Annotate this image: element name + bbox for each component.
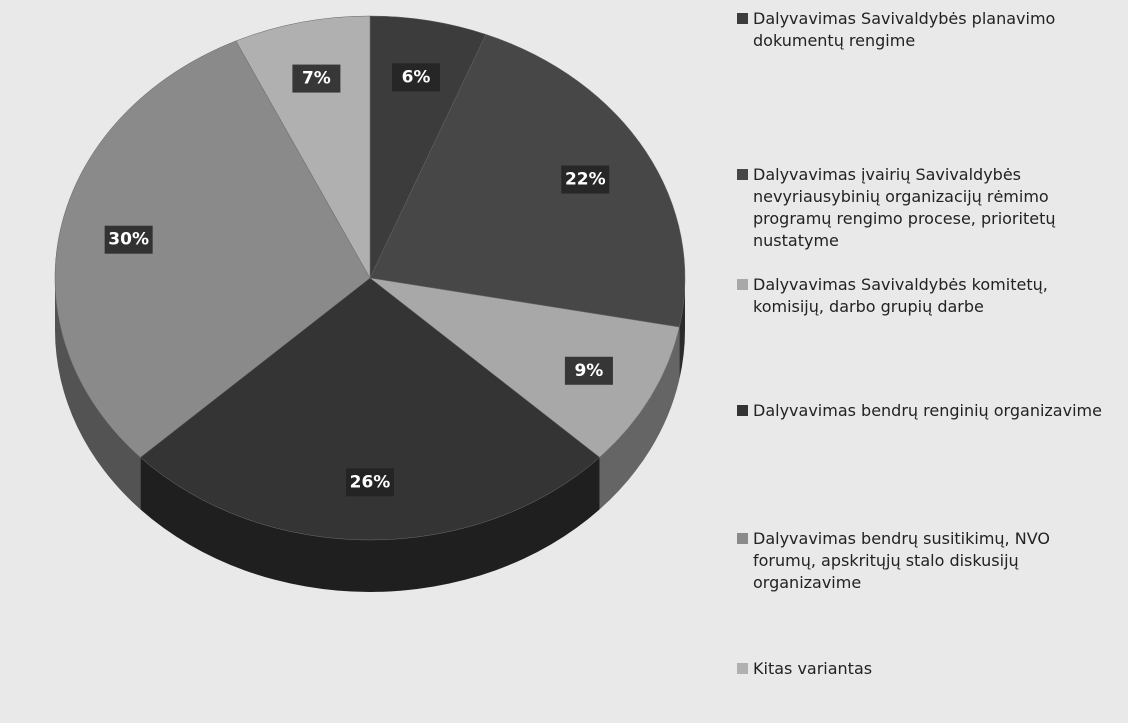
legend-label: Dalyvavimas įvairių Savivaldybės nevyria… bbox=[753, 165, 1056, 250]
legend-item: Dalyvavimas įvairių Savivaldybės nevyria… bbox=[735, 164, 1113, 252]
legend-label: Dalyvavimas Savivaldybės planavimo dokum… bbox=[753, 9, 1056, 50]
legend-item: Dalyvavimas Savivaldybės planavimo dokum… bbox=[735, 8, 1113, 52]
data-label: 7% bbox=[302, 69, 331, 89]
slice bbox=[369, 34, 686, 328]
label-box bbox=[561, 165, 610, 194]
legend-swatch bbox=[737, 663, 748, 674]
legend-swatch bbox=[737, 533, 748, 544]
slice bbox=[139, 277, 601, 541]
data-label: 9% bbox=[574, 361, 603, 381]
label-box bbox=[392, 63, 441, 92]
slice bbox=[369, 277, 680, 458]
slice-side bbox=[55, 278, 141, 510]
legend-label: Kitas variantas bbox=[753, 659, 873, 678]
legend-label: Dalyvavimas bendrų susitikimų, NVO forum… bbox=[753, 529, 1050, 592]
legend-swatch bbox=[737, 405, 748, 416]
data-label: 22% bbox=[565, 170, 606, 190]
legend-label: Dalyvavimas bendrų renginių organizavime bbox=[753, 401, 1102, 420]
data-label: 30% bbox=[108, 230, 149, 250]
legend-swatch bbox=[737, 279, 748, 290]
legend-swatch bbox=[737, 13, 748, 24]
data-label: 6% bbox=[402, 67, 431, 87]
label-box bbox=[292, 64, 341, 93]
legend-swatch bbox=[737, 169, 748, 180]
legend-label: Dalyvavimas Savivaldybės komitetų, komis… bbox=[753, 275, 1048, 316]
legend-item: Kitas variantas bbox=[735, 658, 1113, 680]
legend-item: Dalyvavimas bendrų susitikimų, NVO forum… bbox=[735, 528, 1113, 594]
data-label: 26% bbox=[350, 472, 391, 492]
legend-item: Dalyvavimas Savivaldybės komitetų, komis… bbox=[735, 274, 1113, 318]
slice-side bbox=[140, 457, 600, 592]
slice-side bbox=[599, 327, 680, 510]
label-box bbox=[346, 468, 394, 497]
label-box bbox=[564, 356, 613, 385]
label-box bbox=[104, 225, 153, 254]
legend-item: Dalyvavimas bendrų renginių organizavime bbox=[735, 400, 1113, 422]
slice bbox=[54, 40, 371, 458]
